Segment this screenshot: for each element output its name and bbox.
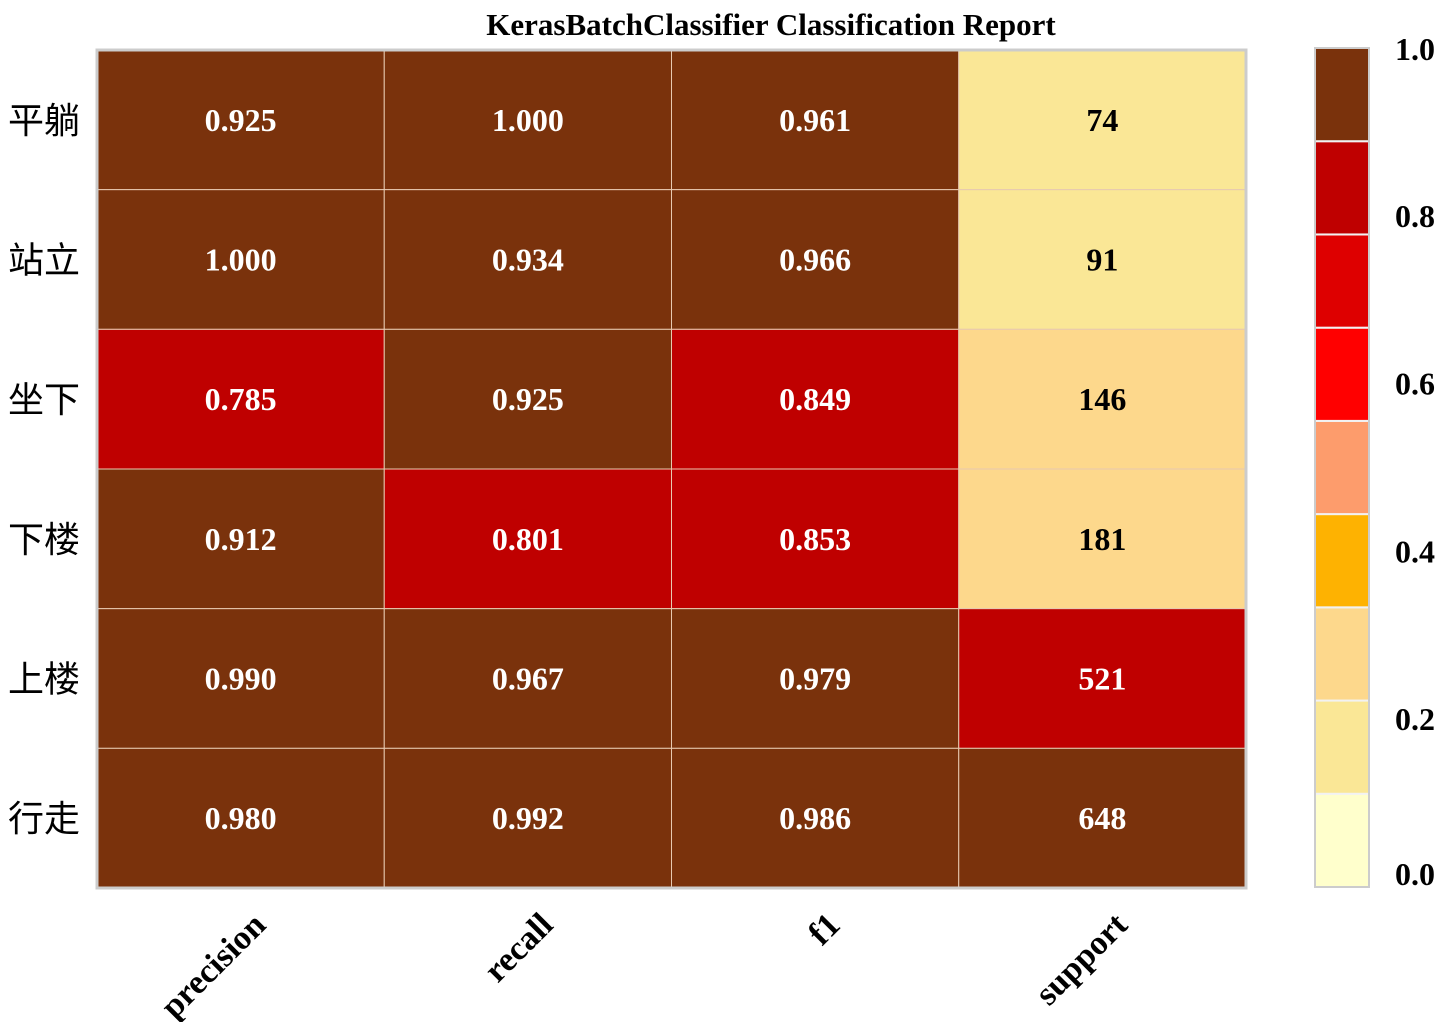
cell-value-label: 0.986 — [779, 800, 851, 836]
cell-value-label: 648 — [1078, 800, 1126, 836]
cell-value-label: 0.785 — [205, 381, 277, 417]
colorbar-segment — [1314, 792, 1370, 888]
row-label: 坐下 — [8, 380, 80, 420]
cell-value-label: 0.934 — [492, 242, 564, 278]
heatmap-cell — [96, 189, 385, 330]
heatmap-cell — [671, 189, 960, 330]
colorbar-tick-labels: 0.0 0.2 0.4 0.6 0.8 1.0 — [1395, 31, 1435, 892]
colorbar-tick-label: 0.0 — [1395, 856, 1435, 892]
heatmap-cell — [671, 468, 960, 610]
heatmap-cell — [383, 608, 672, 749]
colorbar-frame — [1314, 47, 1370, 888]
colorbar-tick-label: 0.4 — [1395, 533, 1435, 569]
colorbar-tick-label: 0.8 — [1395, 198, 1435, 234]
heatmap-cell — [958, 608, 1247, 749]
column-label: support — [1029, 906, 1136, 1013]
row-label: 行走 — [8, 799, 80, 839]
heatmap-cell — [958, 328, 1247, 470]
column-label: f1 — [801, 906, 847, 952]
heatmap-cell — [96, 747, 385, 889]
heatmap-cell — [671, 747, 960, 889]
colorbar-segment — [1314, 326, 1370, 422]
cell-value-label: 0.853 — [779, 521, 851, 557]
cell-value-label: 0.925 — [205, 102, 277, 138]
cell-value-label: 0.849 — [779, 381, 851, 417]
heatmap-cell — [383, 189, 672, 330]
colorbar-segment — [1314, 606, 1370, 702]
heatmap-cell — [958, 468, 1247, 610]
plot-frame — [95, 48, 1248, 890]
cell-value-label: 0.979 — [779, 661, 851, 697]
cell-value-label: 0.967 — [492, 661, 564, 697]
colorbar-segment — [1314, 140, 1370, 236]
cell-value-label: 0.925 — [492, 381, 564, 417]
cell-value-label: 0.961 — [779, 102, 851, 138]
cell-value-label: 91 — [1086, 242, 1118, 278]
heatmap-cell — [96, 468, 385, 610]
heatmap-cell — [958, 189, 1247, 330]
column-labels: precision recall f1 support — [154, 906, 1136, 1026]
cell-value-label: 0.966 — [779, 242, 851, 278]
heatmap-cell — [383, 468, 672, 610]
heatmap-cell — [96, 49, 385, 191]
colorbar-segment — [1314, 419, 1370, 516]
chart-title: KerasBatchClassifier Classification Repo… — [486, 7, 1056, 42]
heatmap-cell — [96, 608, 385, 749]
cell-value-label: 1.000 — [492, 102, 564, 138]
colorbar-segment — [1314, 513, 1370, 609]
cell-value-label: 0.801 — [492, 521, 564, 557]
column-label: precision — [154, 906, 273, 1022]
heatmap-cells — [96, 49, 1247, 889]
colorbar-segment — [1314, 699, 1370, 795]
heatmap-cell — [383, 747, 672, 889]
heatmap-cell — [383, 328, 672, 470]
heatmap-cell — [671, 608, 960, 749]
colorbar-segment — [1314, 233, 1370, 329]
row-label: 上楼 — [8, 660, 80, 700]
cell-value-label: 0.912 — [205, 521, 277, 557]
colorbar-tick-label: 0.6 — [1395, 366, 1435, 402]
cell-value-label: 146 — [1078, 381, 1126, 417]
column-label: recall — [477, 906, 560, 989]
cell-value-label: 181 — [1078, 521, 1126, 557]
cell-value-label: 0.980 — [205, 800, 277, 836]
heatmap-cell — [383, 49, 672, 191]
heatmap-cell — [958, 49, 1247, 191]
colorbar-tick-label: 0.2 — [1395, 701, 1435, 737]
cell-value-label: 0.990 — [205, 661, 277, 697]
cell-value-label: 0.992 — [492, 800, 564, 836]
cell-value-label: 1.000 — [205, 242, 277, 278]
colorbar-segment — [1314, 47, 1370, 143]
cell-value-label: 74 — [1086, 102, 1118, 138]
colorbar — [1314, 47, 1370, 888]
row-label: 站立 — [8, 241, 80, 281]
row-label: 平躺 — [8, 101, 80, 141]
cell-value-label: 521 — [1078, 661, 1126, 697]
colorbar-tick-label: 1.0 — [1395, 31, 1435, 67]
heatmap-cell-labels: 0.925 1.000 0.961 74 1.000 0.934 0.966 91 0.785 0… — [205, 102, 1127, 836]
row-label: 下楼 — [8, 520, 80, 560]
